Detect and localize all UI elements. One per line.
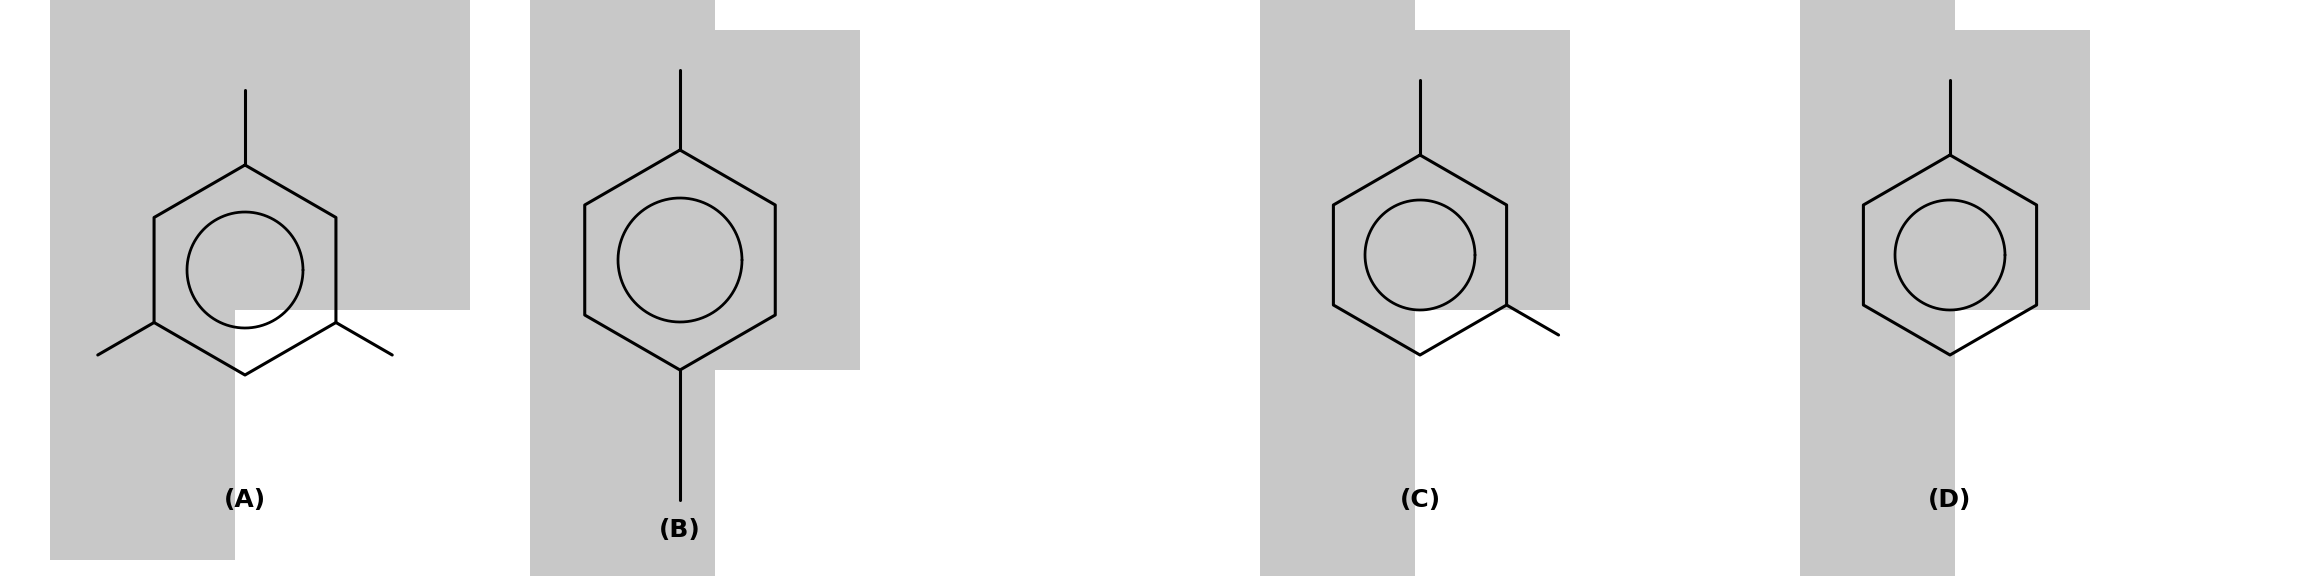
Text: (B): (B) bbox=[659, 518, 700, 542]
Text: (A): (A) bbox=[223, 488, 265, 512]
Bar bbox=[1260, 30, 1569, 310]
Bar bbox=[1260, 0, 1415, 576]
Bar bbox=[51, 0, 235, 560]
Bar bbox=[51, 0, 470, 310]
Bar bbox=[530, 0, 714, 576]
Text: (C): (C) bbox=[1399, 488, 1440, 512]
Bar bbox=[530, 30, 859, 370]
Bar bbox=[1799, 30, 2090, 310]
Text: (D): (D) bbox=[1928, 488, 1972, 512]
Bar bbox=[1799, 0, 1956, 576]
